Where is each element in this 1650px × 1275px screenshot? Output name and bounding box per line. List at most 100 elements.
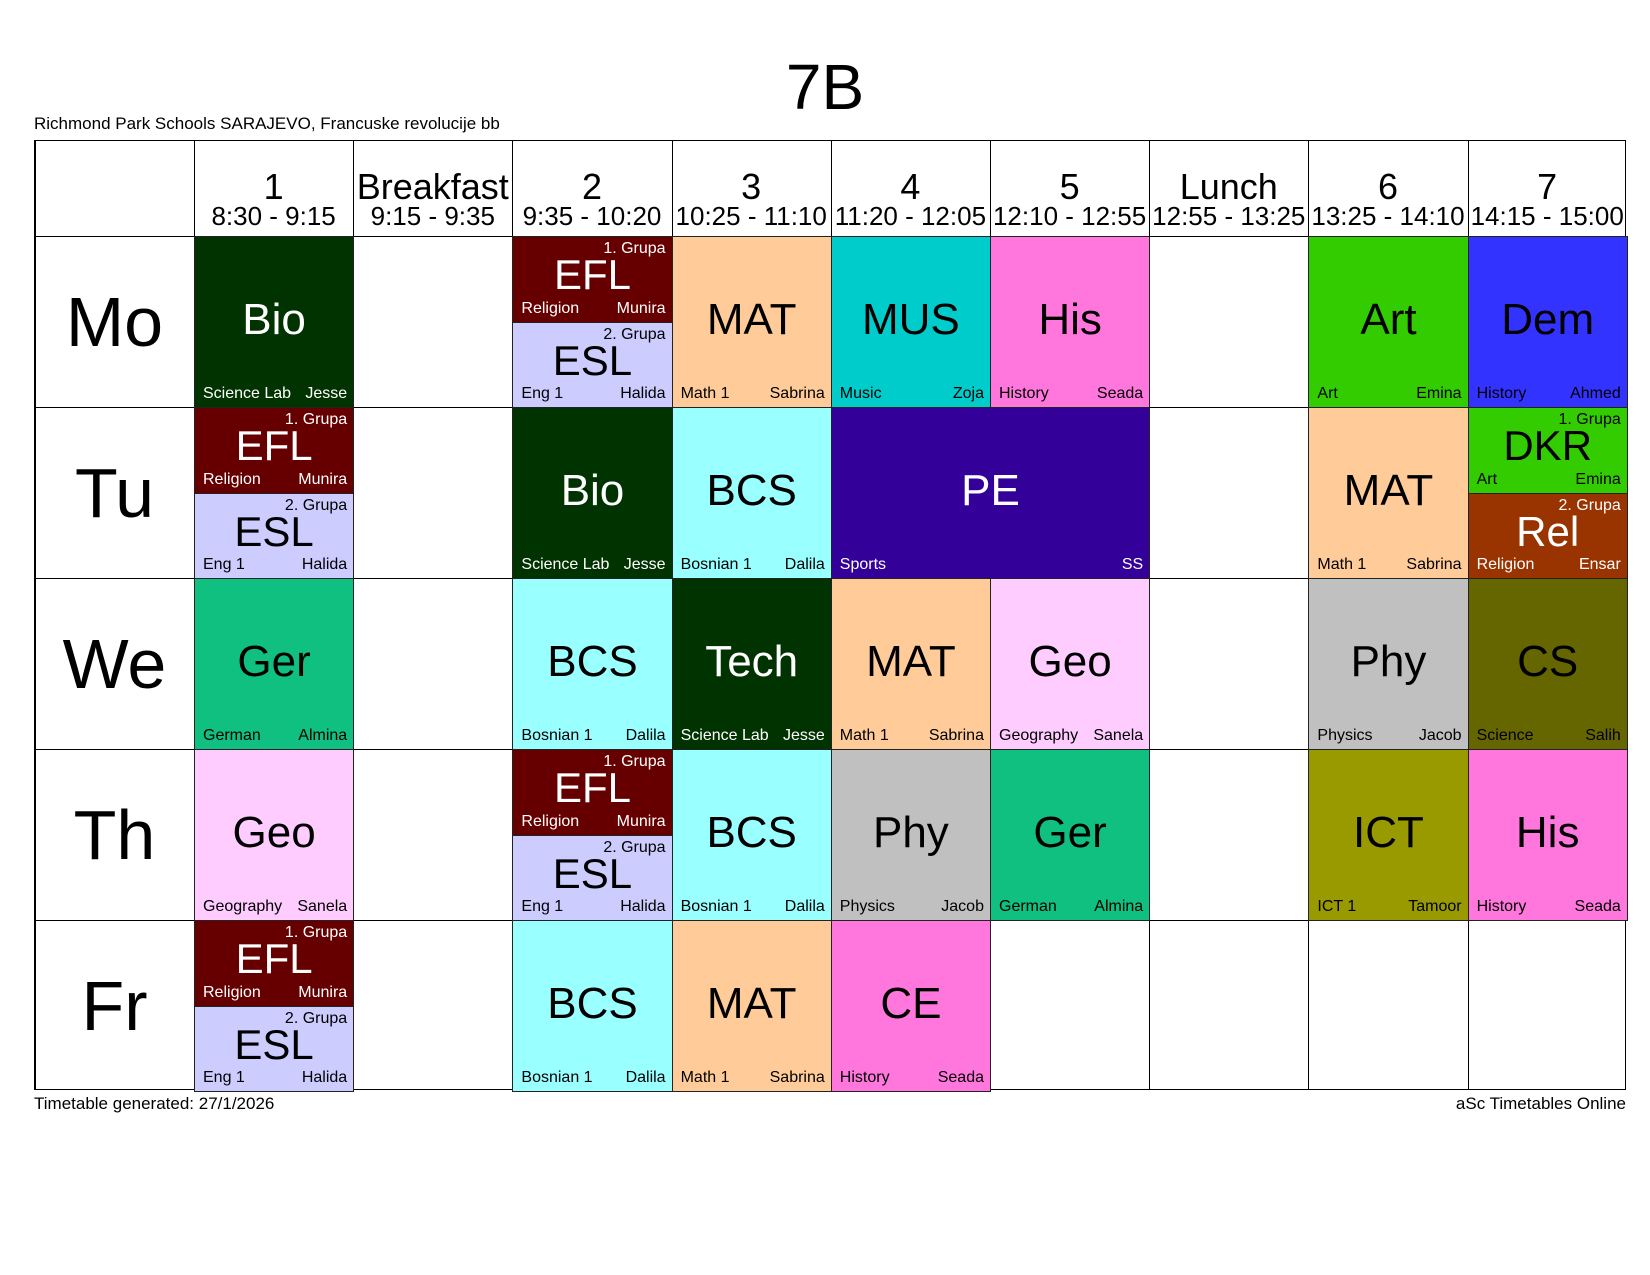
lesson-group: 1. Grupa [603, 240, 666, 257]
lesson-card[interactable]: EFL Religion Munira 1. Grupa [194, 407, 355, 494]
lesson-card[interactable]: BCS Bosnian 1 Dalila [671, 749, 832, 921]
lesson-subject: MAT [706, 979, 797, 1028]
lesson-subject: Ger [237, 637, 311, 686]
lesson-teacher: Halida [301, 1069, 348, 1086]
lesson-room: Physics [839, 898, 895, 915]
lesson-teacher: Halida [620, 898, 666, 915]
lesson-subject: PE [961, 466, 1020, 515]
lesson-card[interactable]: Geo Geography Sanela [194, 749, 355, 921]
lesson-group: 2. Grupa [603, 838, 666, 856]
lesson-subject: Tech [705, 637, 799, 686]
lesson-card[interactable]: BCS Bosnian 1 Dalila [671, 407, 832, 579]
lesson-card[interactable]: MAT Math 1 Sabrina [830, 578, 991, 750]
generated-date: Timetable generated: 27/1/2026 [34, 1094, 275, 1113]
period-label: Breakfast [356, 166, 509, 207]
lesson-group: 2. Grupa [603, 325, 666, 343]
lesson-room: Geography [999, 727, 1079, 744]
lesson-card[interactable]: His History Seada [990, 236, 1151, 408]
grid-line [35, 141, 36, 1089]
lesson-card[interactable]: Bio Science Lab Jesse [512, 407, 673, 579]
lesson-card[interactable]: CS Science Salih [1467, 578, 1628, 750]
lesson-card[interactable]: EFL Religion Munira 1. Grupa [512, 749, 673, 836]
lesson-room: History [999, 385, 1049, 402]
period-label: 1 [263, 166, 284, 207]
column-header: 2 9:35 - 10:20 [512, 141, 671, 236]
lesson-card[interactable]: ESL Eng 1 Halida 2. Grupa [512, 321, 673, 408]
lesson-group: 1. Grupa [603, 753, 666, 770]
school-name: Richmond Park Schools SARAJEVO, Francusk… [34, 114, 500, 133]
lesson-teacher: Seada [1096, 385, 1144, 402]
lesson-teacher: Seada [937, 1069, 984, 1086]
lesson-room: History [1476, 898, 1527, 915]
lesson-card[interactable]: Art Art Emina [1308, 236, 1469, 408]
lesson-card[interactable]: Rel Religion Ensar 2. Grupa [1467, 492, 1628, 579]
lesson-room: Bosnian 1 [521, 1069, 593, 1086]
lesson-teacher: Dalila [784, 556, 825, 573]
period-time: 10:25 - 11:10 [675, 201, 827, 231]
lesson-card[interactable]: Ger German Almina [990, 749, 1151, 921]
lesson-teacher: Dalila [784, 898, 825, 915]
lesson-room: Eng 1 [521, 385, 564, 402]
column-header: 4 11:20 - 12:05 [831, 141, 990, 236]
lesson-subject: ESL [234, 1020, 314, 1068]
lesson-room: History [1476, 385, 1527, 402]
lesson-subject: BCS [706, 466, 797, 515]
lesson-card[interactable]: Bio Science Lab Jesse [194, 236, 355, 408]
lesson-card[interactable]: His History Seada [1467, 749, 1628, 921]
lesson-room: Eng 1 [521, 898, 564, 915]
lesson-subject: Bio [560, 466, 625, 515]
lesson-card[interactable]: EFL Religion Munira 1. Grupa [194, 920, 355, 1007]
lesson-card[interactable]: MAT Math 1 Sabrina [671, 236, 832, 408]
lesson-teacher: Dalila [625, 727, 666, 744]
lesson-teacher: Jesse [623, 556, 666, 573]
period-time: 8:30 - 9:15 [211, 201, 336, 231]
lesson-card[interactable]: ICT ICT 1 Tamoor [1308, 749, 1469, 921]
lesson-card[interactable]: EFL Religion Munira 1. Grupa [512, 236, 673, 323]
lesson-subject: EFL [553, 764, 631, 811]
day-label: Fr [81, 966, 148, 1045]
lesson-card[interactable]: Phy Physics Jacob [830, 749, 991, 921]
lesson-teacher: Emina [1416, 385, 1462, 402]
period-time: 12:10 - 12:55 [992, 201, 1147, 231]
lesson-card[interactable]: Ger German Almina [194, 578, 355, 750]
lesson-card[interactable]: ESL Eng 1 Halida 2. Grupa [194, 492, 355, 579]
lesson-teacher: Sanela [1093, 727, 1144, 744]
lesson-card[interactable]: Phy Physics Jacob [1308, 578, 1469, 750]
lesson-teacher: Jesse [782, 727, 825, 744]
lesson-card[interactable]: MAT Math 1 Sabrina [1308, 407, 1469, 579]
lesson-room: Math 1 [1317, 556, 1367, 573]
lesson-card[interactable]: ESL Eng 1 Halida 2. Grupa [194, 1005, 355, 1092]
day-label: Th [73, 795, 156, 874]
lesson-card[interactable]: ESL Eng 1 Halida 2. Grupa [512, 834, 673, 921]
lesson-card[interactable]: MAT Math 1 Sabrina [671, 920, 832, 1092]
lesson-room: Physics [1317, 727, 1373, 744]
lesson-group: 1. Grupa [284, 924, 348, 941]
lesson-card[interactable]: PE Sports SS [830, 407, 1151, 579]
lesson-subject: Ger [1033, 808, 1107, 857]
lesson-card[interactable]: CE History Seada [830, 920, 991, 1092]
lesson-teacher: Dalila [625, 1069, 666, 1086]
lesson-teacher: Sabrina [769, 385, 825, 402]
lesson-card[interactable]: BCS Bosnian 1 Dalila [512, 578, 673, 750]
lesson-room: Bosnian 1 [680, 556, 752, 573]
lesson-room: Religion [203, 983, 261, 1001]
lesson-card[interactable]: Dem History Ahmed [1467, 236, 1628, 408]
column-header: 3 10:25 - 11:10 [672, 141, 831, 236]
lesson-subject: Art [1360, 295, 1417, 344]
column-header: 6 13:25 - 14:10 [1308, 141, 1467, 236]
lesson-room: Science [1476, 727, 1534, 744]
lesson-subject: DKR [1503, 422, 1593, 469]
lesson-teacher: SS [1121, 556, 1144, 573]
lesson-card[interactable]: Geo Geography Sanela [990, 578, 1151, 750]
lesson-room: Religion [521, 812, 580, 830]
period-label: 6 [1377, 166, 1398, 207]
lesson-card[interactable]: MUS Music Zoja [830, 236, 991, 408]
period-time: 14:15 - 15:00 [1470, 201, 1624, 231]
lesson-group: 2. Grupa [284, 1009, 348, 1027]
lesson-card[interactable]: DKR Art Emina 1. Grupa [1467, 407, 1628, 494]
lesson-card[interactable]: BCS Bosnian 1 Dalila [512, 920, 673, 1092]
lesson-card[interactable]: Tech Science Lab Jesse [671, 578, 832, 750]
lesson-room: Math 1 [680, 385, 730, 402]
lesson-group: 2. Grupa [1558, 496, 1621, 514]
lesson-group: 1. Grupa [284, 411, 348, 428]
